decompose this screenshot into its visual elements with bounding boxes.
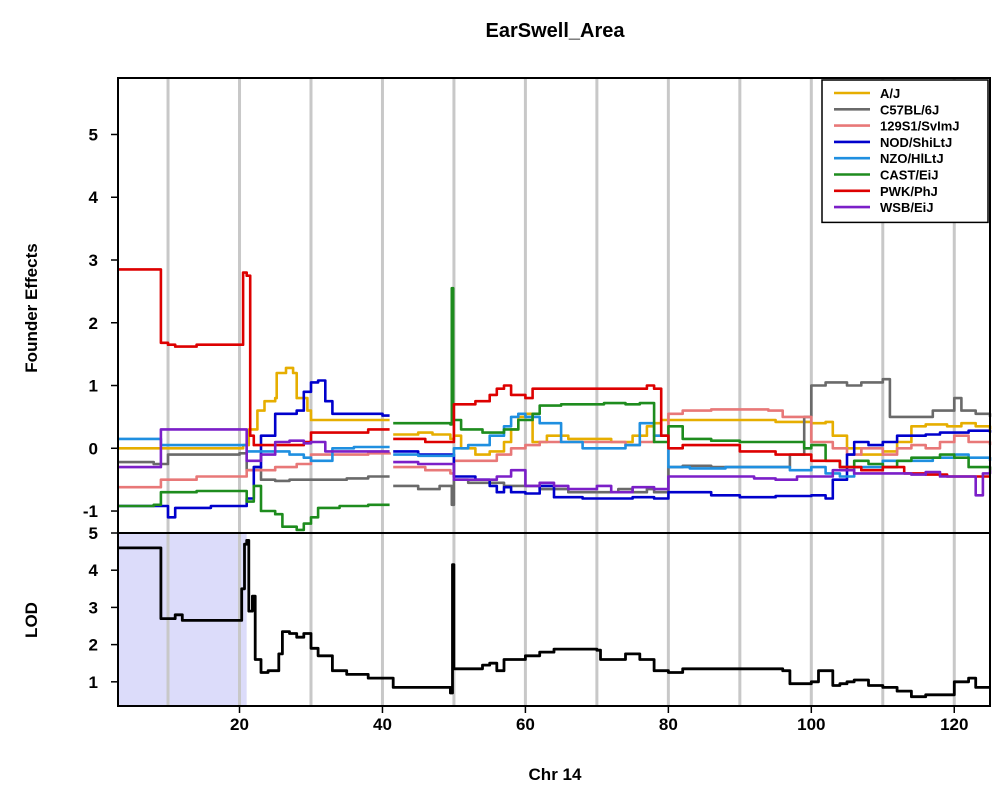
x-axis-ticks: 20 40 60 80 100 120 xyxy=(230,706,968,734)
series-line-6 xyxy=(118,268,990,478)
lod-frame xyxy=(117,532,991,707)
series-line-2 xyxy=(118,408,992,489)
founder-effect-series xyxy=(118,268,992,532)
x-tick-label: 100 xyxy=(797,715,825,734)
x-tick-label: 80 xyxy=(659,715,678,734)
effects-y-tick-label: 2 xyxy=(89,314,98,333)
series-line-3 xyxy=(118,379,992,519)
legend-label: NZO/HlLtJ xyxy=(880,151,944,166)
lod-line xyxy=(118,539,990,699)
legend-label: C57BL/6J xyxy=(880,102,939,117)
lod-series xyxy=(118,539,990,699)
x-axis-label: Chr 14 xyxy=(529,765,582,784)
lod-y-tick-label: 1 xyxy=(89,673,98,692)
effects-y-label: Founder Effects xyxy=(22,243,41,372)
effects-y-ticks: -1 0 1 2 3 4 5 xyxy=(83,125,118,521)
legend-label: A/J xyxy=(880,86,900,101)
effects-y-tick-label: 3 xyxy=(89,251,98,270)
lod-y-tick-label: 2 xyxy=(89,636,98,655)
plot-frames xyxy=(117,77,991,707)
legend-label: NOD/ShiLtJ xyxy=(880,135,952,150)
x-tick-label: 40 xyxy=(373,715,392,734)
legend-label: CAST/EiJ xyxy=(880,168,939,183)
effects-y-tick-label: 4 xyxy=(89,188,99,207)
lod-y-tick-label: 5 xyxy=(89,524,98,543)
x-tick-label: 20 xyxy=(230,715,249,734)
legend-box xyxy=(821,79,989,224)
lod-y-ticks: 1 2 3 4 5 xyxy=(89,524,118,692)
lod-y-label: LOD xyxy=(22,602,41,638)
lod-y-tick-label: 4 xyxy=(89,561,99,580)
chart-title: EarSwell_Area xyxy=(486,20,626,42)
legend-label: 129S1/SvImJ xyxy=(880,119,960,134)
x-tick-label: 120 xyxy=(940,715,968,734)
effects-y-tick-label: 1 xyxy=(89,377,98,396)
lod-y-tick-label: 3 xyxy=(89,598,98,617)
legend-label: WSB/EiJ xyxy=(880,200,933,215)
series-line-7 xyxy=(118,428,992,497)
legend-label: PWK/PhJ xyxy=(880,184,938,199)
x-tick-label: 60 xyxy=(516,715,535,734)
effects-y-tick-label: 5 xyxy=(89,125,98,144)
effects-y-tick-label: 0 xyxy=(89,439,98,458)
effects-y-tick-label: -1 xyxy=(83,502,98,521)
series-line-0 xyxy=(118,366,992,456)
